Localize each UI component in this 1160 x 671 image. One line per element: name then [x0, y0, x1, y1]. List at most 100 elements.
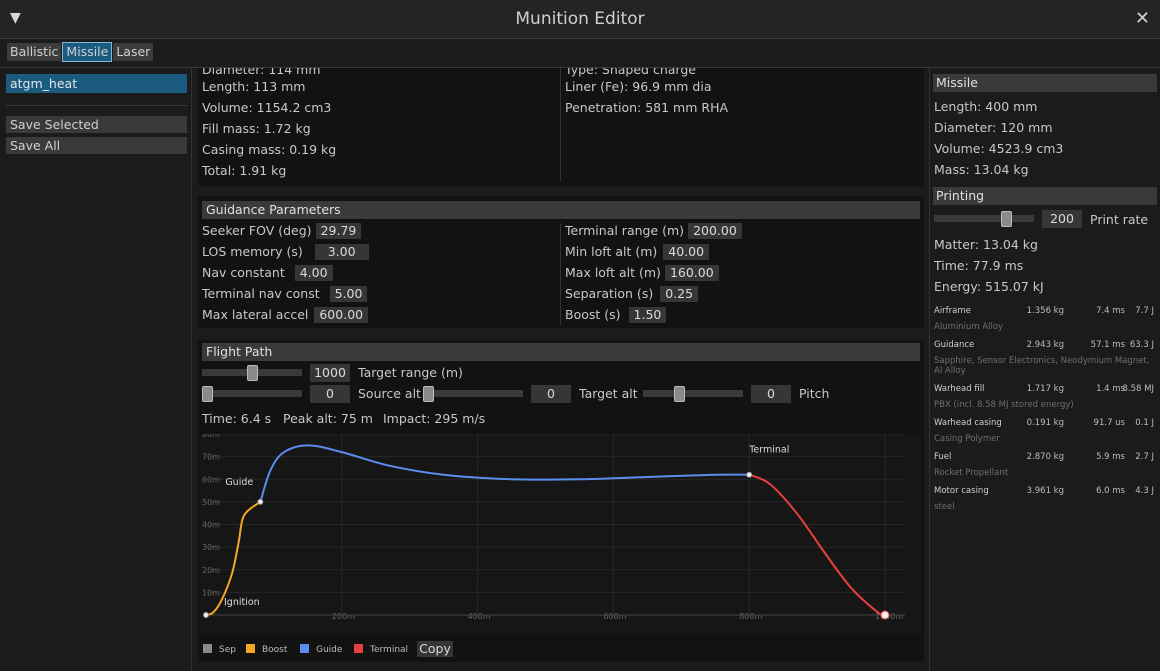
divider: [929, 68, 930, 671]
list-item-selected[interactable]: atgm_heat: [6, 74, 187, 93]
missile-header[interactable]: Missile: [933, 74, 1157, 92]
collapse-icon[interactable]: ▼: [10, 10, 21, 26]
max-lateral-input[interactable]: 600.00: [314, 307, 369, 323]
legend-sep: Sep: [203, 644, 236, 655]
max-loft-row: Max loft alt (m) 160.00: [565, 265, 719, 281]
y-tick-label: 40m: [202, 521, 220, 530]
terminal-range-input[interactable]: 200.00: [688, 223, 742, 239]
seeker-fov-input[interactable]: 29.79: [315, 223, 362, 239]
casing-mass-text: Casing mass: 0.19 kg: [202, 142, 337, 157]
marker-point: [746, 471, 753, 478]
copy-button[interactable]: Copy: [417, 641, 453, 657]
tab-missile[interactable]: Missile: [62, 42, 113, 62]
marker-label: Ignition: [224, 597, 260, 608]
tab-ballistic[interactable]: Ballistic: [7, 43, 62, 61]
x-tick-label: 600m: [603, 612, 626, 621]
total-mass-text: Total: 1.91 kg: [202, 163, 287, 178]
matter-text: Matter: 13.04 kg: [934, 237, 1038, 252]
liner-text: Liner (Fe): 96.9 mm dia: [565, 79, 712, 94]
legend-boost: Boost: [246, 644, 287, 655]
slider-handle[interactable]: [202, 386, 213, 402]
divider: [6, 105, 187, 106]
volume-text: Volume: 1154.2 cm3: [202, 100, 332, 115]
slider-handle[interactable]: [246, 365, 258, 381]
guidance-panel: Guidance Parameters Seeker FOV (deg) 29.7…: [198, 196, 924, 328]
target-range-slider[interactable]: [202, 365, 302, 381]
min-loft-input[interactable]: 40.00: [663, 244, 710, 260]
marker-point: [203, 612, 209, 618]
divider: [0, 67, 1160, 68]
source-alt-value[interactable]: 0: [310, 385, 350, 403]
nav-constant-row: Nav constant 4.00: [202, 265, 333, 281]
y-tick-label: 70m: [202, 453, 220, 462]
y-tick-label: 10m: [202, 588, 220, 597]
source-alt-slider[interactable]: [202, 386, 302, 402]
column-divider: [560, 68, 561, 182]
nav-constant-input[interactable]: 4.00: [294, 265, 333, 281]
fill-mass-text: Fill mass: 1.72 kg: [202, 121, 311, 136]
title-bar: ▼ Munition Editor ✕: [0, 0, 1160, 39]
impact-speed-text: Impact: 295 m/s: [383, 411, 486, 426]
window-title: Munition Editor: [515, 9, 645, 29]
print-time-text: Time: 77.9 ms: [934, 258, 1024, 273]
x-tick-label: 800m: [739, 612, 762, 621]
marker-label: Terminal: [748, 445, 789, 456]
peak-alt-text: Peak alt: 75 m: [283, 411, 373, 426]
type-tabs: Ballistic Missile Laser: [7, 42, 155, 62]
max-loft-input[interactable]: 160.00: [664, 265, 719, 281]
target-range-label: Target range (m): [358, 365, 463, 380]
y-tick-label: 80m: [202, 434, 220, 439]
seeker-fov-row: Seeker FOV (deg) 29.79: [202, 223, 362, 239]
series-line-boost: [205, 501, 261, 616]
save-selected-button[interactable]: Save Selected: [6, 116, 187, 133]
guidance-header[interactable]: Guidance Parameters: [202, 201, 920, 219]
flight-path-chart[interactable]: 10m 20m 30m 40m 50m 60m 70m 80m 200m 400m 600m 800m…: [200, 434, 922, 634]
target-range-value[interactable]: 1000: [310, 364, 350, 382]
charge-type-text: Type: Shaped charge: [565, 68, 696, 77]
save-all-button[interactable]: Save All: [6, 137, 187, 154]
print-rate-label: Print rate: [1090, 212, 1149, 227]
printing-header[interactable]: Printing: [933, 187, 1157, 205]
y-tick-label: 20m: [202, 566, 220, 575]
source-alt-value-2[interactable]: 0: [531, 385, 571, 403]
print-energy-text: Energy: 515.07 kJ: [934, 279, 1044, 294]
terminal-nav-row: Terminal nav const 5.00: [202, 286, 368, 302]
terminal-nav-input[interactable]: 5.00: [329, 286, 368, 302]
penetration-text: Penetration: 581 mm RHA: [565, 100, 729, 115]
divider: [191, 68, 192, 671]
material-warhead-fill: Warhead fill 1.717 kg 1.4 ms 8.58 MJ PBX (in…: [934, 384, 1154, 410]
print-rate-value[interactable]: 200: [1042, 210, 1082, 228]
source-alt-label: Source alt: [358, 386, 421, 401]
x-tick-label: 200m: [332, 612, 355, 621]
y-tick-label: 50m: [202, 498, 220, 507]
pitch-label: Pitch: [799, 386, 830, 401]
boost-input[interactable]: 1.50: [628, 307, 667, 323]
diameter-text: Diameter: 114 mm: [202, 68, 321, 77]
chart-background: [200, 434, 922, 634]
marker-point: [880, 610, 890, 620]
y-tick-label: 60m: [202, 475, 220, 484]
close-icon[interactable]: ✕: [1134, 8, 1150, 29]
material-airframe: Airframe 1.356 kg 7.4 ms 7.7 J Aluminium All…: [934, 306, 1154, 332]
min-loft-row: Min loft alt (m) 40.00: [565, 244, 710, 260]
los-memory-input[interactable]: 3.00: [314, 244, 369, 260]
slider-handle[interactable]: [423, 386, 434, 402]
legend-guide: Guide: [300, 644, 342, 655]
column-divider: [560, 223, 561, 326]
pitch-value[interactable]: 0: [751, 385, 791, 403]
marker-label: Guide: [225, 477, 253, 488]
tab-laser[interactable]: Laser: [113, 43, 154, 61]
slider-handle[interactable]: [1000, 211, 1012, 227]
target-alt-slider[interactable]: [643, 386, 743, 402]
material-fuel: Fuel 2.870 kg 5.9 ms 2.7 J Rocket Propellant: [934, 452, 1154, 478]
length-text: Length: 113 mm: [202, 79, 306, 94]
print-rate-slider[interactable]: [934, 211, 1034, 227]
source-alt-slider-2[interactable]: [423, 386, 523, 402]
boost-row: Boost (s) 1.50: [565, 307, 667, 323]
separation-input[interactable]: 0.25: [660, 286, 699, 302]
x-tick-label: 400m: [468, 612, 491, 621]
flight-path-header[interactable]: Flight Path: [202, 343, 920, 361]
slider-handle[interactable]: [674, 386, 686, 402]
max-lateral-row: Max lateral accel 600.00: [202, 307, 369, 323]
